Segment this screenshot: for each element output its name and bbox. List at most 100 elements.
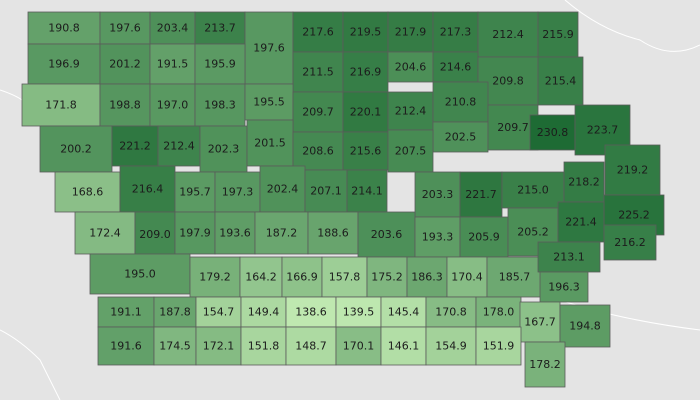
county-18[interactable] xyxy=(432,51,479,83)
county-28[interactable] xyxy=(387,91,434,131)
county-47[interactable] xyxy=(259,165,306,213)
county-37[interactable] xyxy=(199,125,248,173)
county-32[interactable] xyxy=(529,114,576,151)
county-51[interactable] xyxy=(459,171,503,218)
county-22[interactable] xyxy=(99,83,151,127)
county-96[interactable] xyxy=(425,326,477,366)
county-value-14: 195.9 xyxy=(204,58,236,71)
county-90[interactable] xyxy=(153,326,197,366)
county-52[interactable] xyxy=(501,171,565,209)
county-63[interactable] xyxy=(459,216,509,258)
county-value-58: 193.6 xyxy=(219,227,251,240)
county-71[interactable] xyxy=(321,256,368,298)
county-value-79: 154.7 xyxy=(203,306,235,319)
county-value-89: 191.6 xyxy=(110,340,142,353)
county-value-91: 172.1 xyxy=(203,340,235,353)
county-value-97: 151.9 xyxy=(483,340,515,353)
county-82[interactable] xyxy=(335,296,382,328)
county-78[interactable] xyxy=(153,296,197,328)
county-79[interactable] xyxy=(195,296,242,328)
county-57[interactable] xyxy=(174,211,216,255)
county-value-59: 187.2 xyxy=(266,227,298,240)
county-39[interactable] xyxy=(292,131,344,171)
county-86[interactable] xyxy=(539,271,589,303)
county-20[interactable] xyxy=(537,56,584,106)
county-88[interactable] xyxy=(559,304,611,348)
county-9[interactable] xyxy=(477,11,539,58)
county-value-96: 154.9 xyxy=(435,340,467,353)
county-49[interactable] xyxy=(346,169,388,213)
county-85[interactable] xyxy=(475,296,522,328)
county-value-41: 207.5 xyxy=(395,145,427,158)
county-50[interactable] xyxy=(414,171,461,218)
county-81[interactable] xyxy=(285,296,337,328)
county-58[interactable] xyxy=(214,211,256,255)
county-46[interactable] xyxy=(214,171,261,213)
county-73[interactable] xyxy=(406,256,448,298)
county-66[interactable] xyxy=(603,224,657,261)
county-16[interactable] xyxy=(342,51,389,93)
county-44[interactable] xyxy=(119,165,176,213)
county-17[interactable] xyxy=(387,51,434,83)
county-59[interactable] xyxy=(254,211,309,255)
county-7[interactable] xyxy=(387,11,434,53)
county-value-54: 225.2 xyxy=(618,209,650,222)
county-value-9: 212.4 xyxy=(492,28,524,41)
county-value-65: 221.4 xyxy=(565,216,597,229)
county-26[interactable] xyxy=(292,91,344,133)
county-value-90: 174.5 xyxy=(159,340,191,353)
county-43[interactable] xyxy=(54,171,121,213)
county-72[interactable] xyxy=(366,256,408,298)
county-70[interactable] xyxy=(281,256,323,298)
county-89[interactable] xyxy=(97,326,155,366)
county-value-40: 215.6 xyxy=(350,145,382,158)
county-94[interactable] xyxy=(335,326,382,366)
county-25[interactable] xyxy=(244,83,294,121)
county-80[interactable] xyxy=(240,296,287,328)
county-84[interactable] xyxy=(425,296,477,328)
county-value-38: 201.5 xyxy=(254,137,286,150)
county-40[interactable] xyxy=(342,131,389,171)
county-67[interactable] xyxy=(89,253,191,295)
county-53[interactable] xyxy=(563,161,605,203)
county-76[interactable] xyxy=(537,241,601,273)
county-5[interactable] xyxy=(292,11,344,53)
county-14[interactable] xyxy=(194,43,246,85)
county-0[interactable] xyxy=(27,11,101,45)
county-3[interactable] xyxy=(194,11,246,45)
county-value-87: 167.7 xyxy=(524,316,556,329)
county-92[interactable] xyxy=(240,326,287,366)
county-11[interactable] xyxy=(27,43,101,85)
county-69[interactable] xyxy=(239,256,283,298)
county-value-61: 203.6 xyxy=(371,228,403,241)
county-value-13: 191.5 xyxy=(157,58,189,71)
county-24[interactable] xyxy=(194,83,246,127)
county-value-17: 204.6 xyxy=(395,61,427,74)
county-value-63: 205.9 xyxy=(468,231,500,244)
county-45[interactable] xyxy=(174,171,216,213)
county-15[interactable] xyxy=(292,51,344,93)
county-65[interactable] xyxy=(557,201,605,243)
county-value-88: 194.8 xyxy=(569,320,601,333)
county-74[interactable] xyxy=(446,256,488,298)
county-61[interactable] xyxy=(357,211,416,258)
county-34[interactable] xyxy=(39,125,113,173)
county-42[interactable] xyxy=(604,144,661,196)
county-75[interactable] xyxy=(486,256,543,298)
county-98[interactable] xyxy=(524,341,566,388)
county-value-10: 215.9 xyxy=(542,28,574,41)
county-41[interactable] xyxy=(387,129,434,173)
county-56[interactable] xyxy=(134,211,176,258)
county-value-76: 213.1 xyxy=(553,251,585,264)
county-97[interactable] xyxy=(475,326,522,366)
county-95[interactable] xyxy=(380,326,427,366)
county-93[interactable] xyxy=(285,326,337,366)
county-91[interactable] xyxy=(195,326,242,366)
county-13[interactable] xyxy=(149,43,196,85)
county-value-29: 210.8 xyxy=(445,96,477,109)
county-36[interactable] xyxy=(157,125,201,167)
county-48[interactable] xyxy=(304,169,348,213)
county-value-83: 145.4 xyxy=(388,306,420,319)
county-value-80: 149.4 xyxy=(248,306,280,319)
county-value-15: 211.5 xyxy=(302,66,334,79)
